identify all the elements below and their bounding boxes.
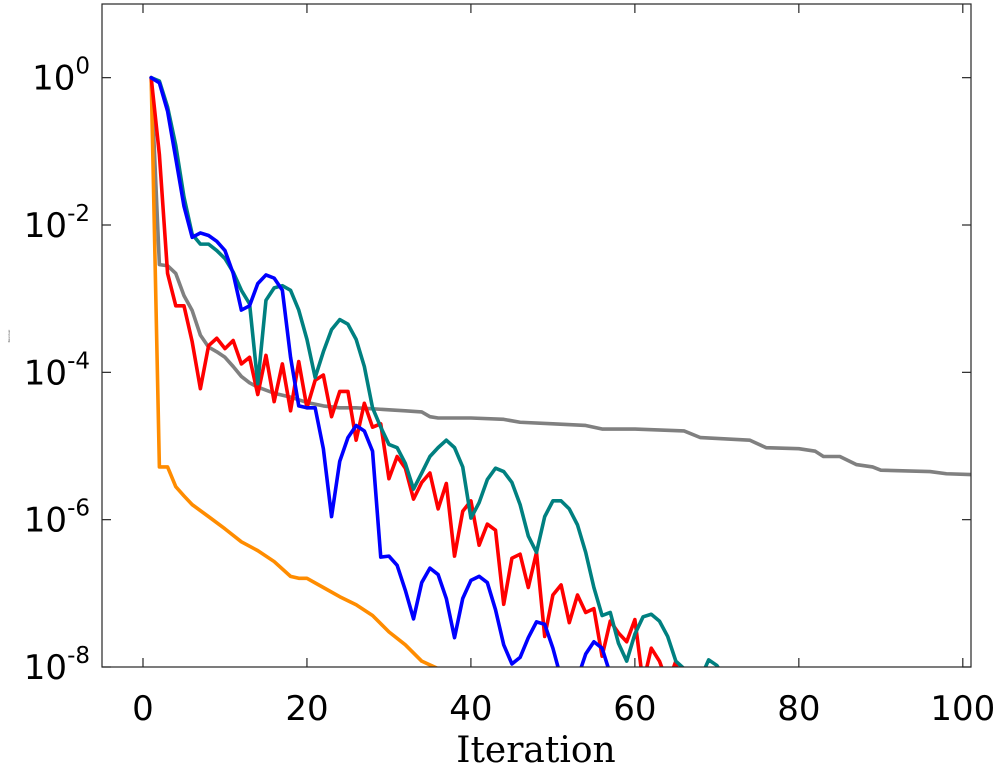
x-tick-label: 60 bbox=[613, 689, 656, 729]
ticks-layer: 0 20 40 60 80 100 100 10-2 10-4 10-6 10-8 bbox=[24, 4, 995, 729]
x-axis-label: Iteration bbox=[456, 730, 616, 768]
series-line-3 bbox=[149, 75, 693, 667]
x-tick-label: 100 bbox=[930, 689, 995, 729]
y-tick-label: 10-4 bbox=[24, 348, 90, 393]
series-layer bbox=[149, 75, 971, 667]
series-line-5 bbox=[149, 75, 610, 667]
series-line-1 bbox=[149, 75, 971, 477]
plot-frame bbox=[101, 3, 972, 668]
series-line-4 bbox=[149, 75, 720, 667]
x-tick-label: 0 bbox=[132, 689, 154, 729]
y-axis-label: Residual bbox=[7, 330, 11, 343]
y-tick-label: 100 bbox=[32, 54, 90, 99]
x-tick-label: 20 bbox=[285, 689, 328, 729]
y-tick-label: 10-2 bbox=[24, 201, 90, 246]
x-tick-label: 80 bbox=[777, 689, 820, 729]
x-tick-label: 40 bbox=[449, 689, 492, 729]
y-tick-label: 10-8 bbox=[24, 643, 90, 688]
series-line-2 bbox=[149, 75, 439, 667]
y-tick-label: 10-6 bbox=[24, 496, 90, 541]
